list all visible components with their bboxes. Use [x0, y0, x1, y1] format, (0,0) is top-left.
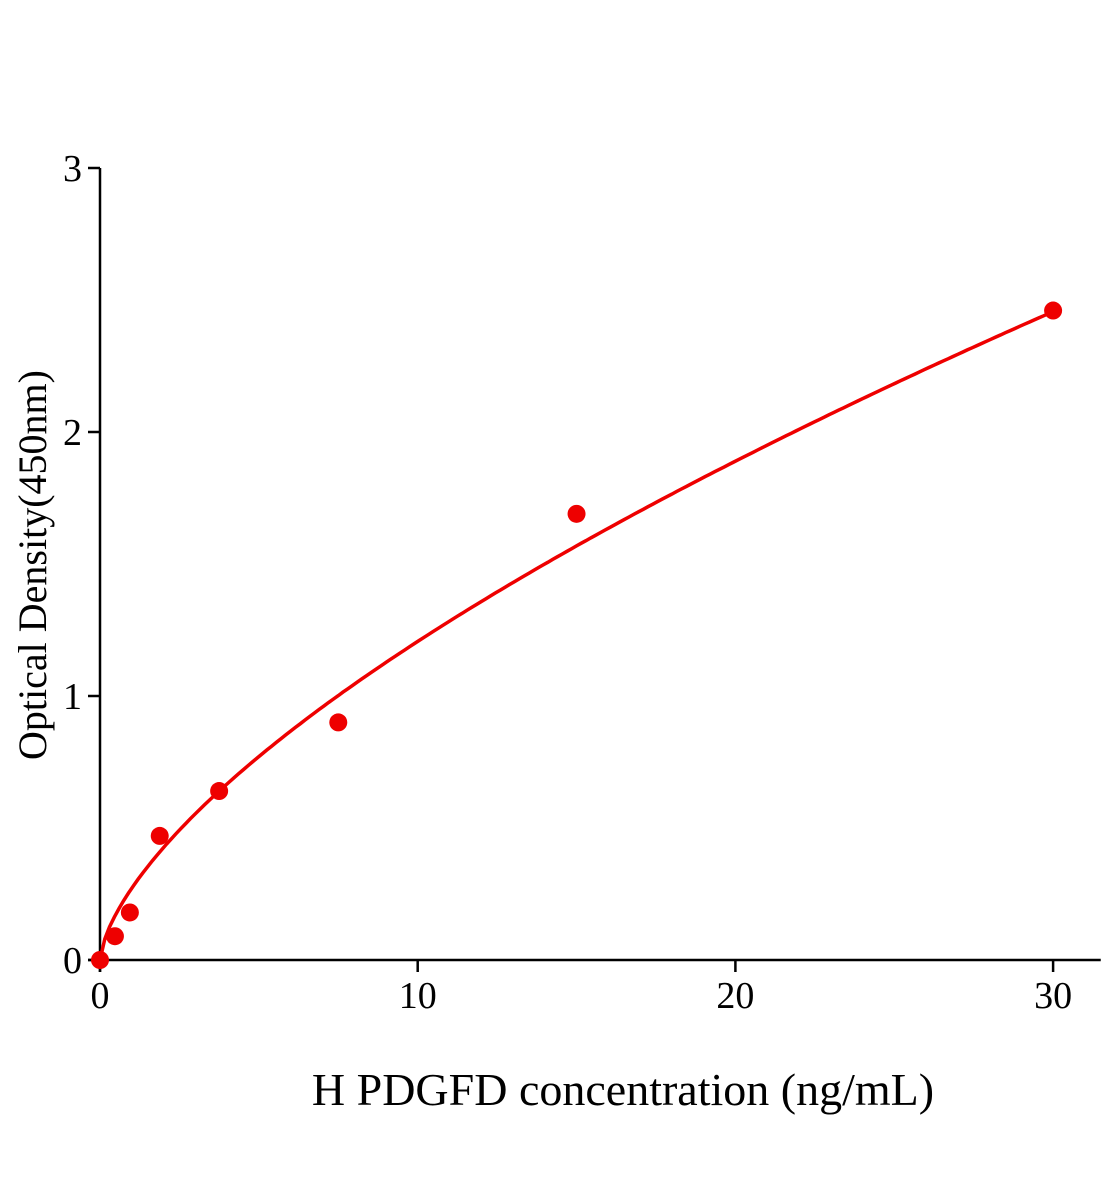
- x-axis-label: H PDGFD concentration (ng/mL): [312, 1064, 934, 1115]
- fit-curve: [98, 309, 1054, 961]
- x-tick-label: 20: [716, 975, 754, 1017]
- data-point: [150, 826, 169, 845]
- data-point: [329, 713, 348, 732]
- data-point: [91, 951, 109, 969]
- data-point: [210, 782, 229, 801]
- x-tick-label: 10: [399, 975, 437, 1017]
- y-tick-label: 0: [63, 940, 82, 982]
- data-point: [567, 504, 586, 523]
- x-tick-label: 0: [91, 975, 110, 1017]
- y-axis-label: Optical Density(450nm): [10, 370, 55, 760]
- data-point: [105, 927, 124, 946]
- y-tick-label: 3: [63, 148, 82, 190]
- data-point: [1044, 301, 1063, 320]
- data-points: [91, 301, 1063, 969]
- x-tick-label: 30: [1034, 975, 1072, 1017]
- y-tick-label: 1: [63, 676, 82, 718]
- data-point: [120, 903, 139, 922]
- y-tick-label: 2: [63, 412, 82, 454]
